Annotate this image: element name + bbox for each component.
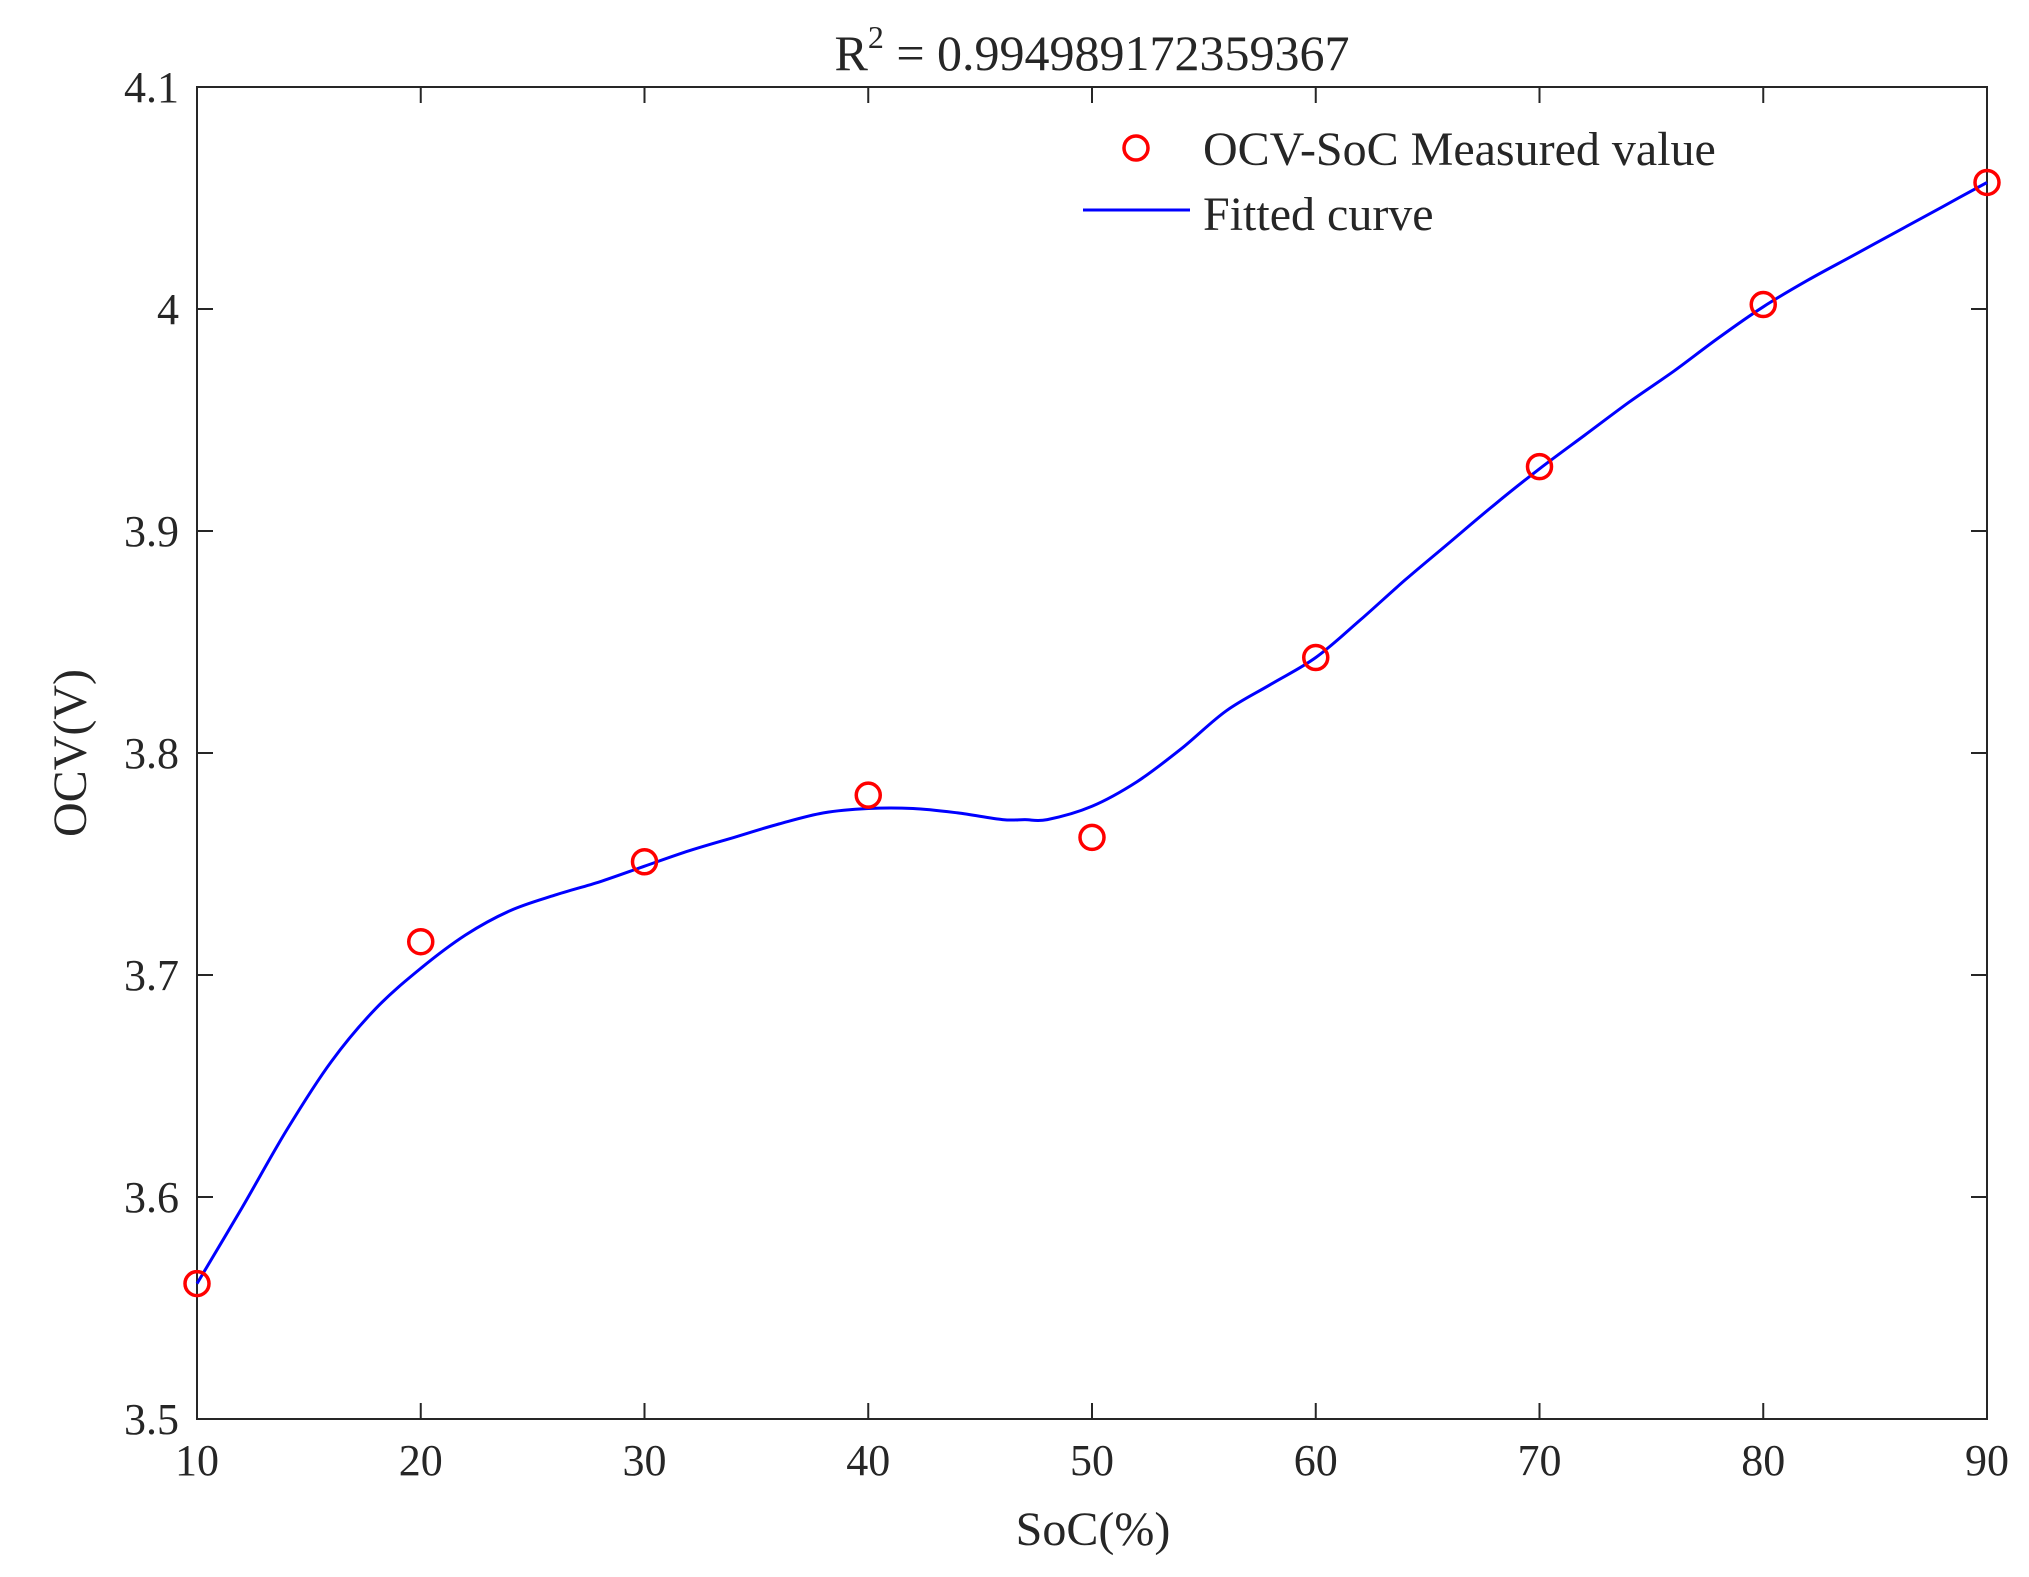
- fitted-curve-line: [195, 181, 1988, 1285]
- measured-point: [1525, 452, 1554, 481]
- tick-marks: [196, 86, 1988, 1420]
- x-tick-label: 50: [1070, 1436, 1114, 1485]
- x-axis-title: SoC(%): [1016, 1503, 1171, 1556]
- legend: OCV-SoC Measured value Fitted curve: [1083, 123, 1716, 241]
- x-tick-label: 10: [175, 1436, 219, 1485]
- measured-point: [1973, 168, 2001, 197]
- x-tick-label: 60: [1294, 1436, 1338, 1485]
- chart-title: R2 = 0.994989172359367: [834, 19, 1349, 81]
- x-tick-label: 80: [1741, 1436, 1785, 1485]
- y-tick-label: 3.9: [124, 507, 179, 556]
- measured-point: [854, 781, 882, 809]
- y-axis-title: OCV(V): [44, 669, 97, 837]
- measured-point: [630, 848, 659, 876]
- x-tick-label: 20: [399, 1436, 443, 1485]
- x-tick-label: 40: [846, 1436, 890, 1485]
- series-layer: [183, 168, 2001, 1298]
- measured-point: [1749, 290, 1777, 319]
- measured-point: [407, 927, 435, 956]
- x-tick-label: 90: [1965, 1436, 2009, 1485]
- y-tick-label: 3.6: [124, 1173, 179, 1222]
- title-superscript: 2: [868, 19, 884, 55]
- y-tick-label: 4.1: [124, 63, 179, 112]
- measured-point: [183, 1269, 211, 1298]
- measured-point: [1302, 643, 1330, 672]
- x-tick-label: 30: [623, 1436, 667, 1485]
- x-tick-label: 70: [1518, 1436, 1562, 1485]
- y-tick-label: 3.8: [124, 729, 179, 778]
- legend-label-fitted: Fitted curve: [1203, 188, 1434, 241]
- x-tick-labels: 10 20 30 40 50 60 70 80 90: [175, 1436, 2009, 1485]
- legend-label-measured: OCV-SoC Measured value: [1203, 123, 1716, 176]
- y-tick-label: 3.7: [124, 951, 179, 1000]
- title-value: = 0.994989172359367: [884, 25, 1350, 81]
- y-tick-label: 3.5: [124, 1395, 179, 1444]
- y-tick-label: 4: [157, 285, 179, 334]
- measured-point: [1078, 823, 1106, 852]
- legend-marker-measured: [1122, 134, 1150, 162]
- title-prefix: R: [834, 25, 868, 81]
- plot-area: 10 20 30 40 50 60 70 80 90 3.5 3.6 3.7 3.8 3.9 4 4.1: [124, 63, 2009, 1485]
- y-tick-labels: 3.5 3.6 3.7 3.8 3.9 4 4.1: [124, 63, 179, 1444]
